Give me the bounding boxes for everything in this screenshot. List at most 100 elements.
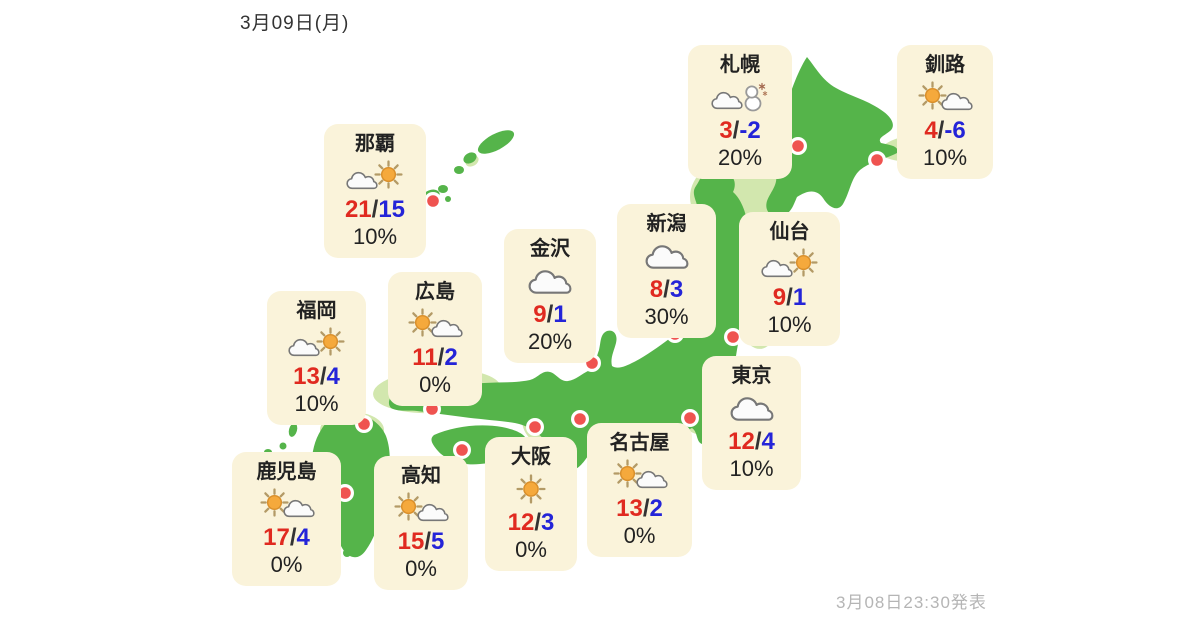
city-name: 広島 [415,281,455,303]
precipitation-probability: 0% [515,536,547,562]
city-marker-sendai [724,328,742,346]
city-name: 鹿児島 [256,461,317,483]
high-temp: 4 [924,117,938,144]
high-temp: 21 [344,196,372,223]
precipitation-probability: 10% [729,455,774,481]
precipitation-probability: 0% [270,551,303,577]
cloudy-then-sunny-icon [345,157,405,195]
cloudy-then-sunny-icon [760,245,820,283]
weather-card-naha: 那覇 21/15 10% [324,124,426,258]
temp-separator: / [319,363,327,390]
cloudy-then-sunny-icon [287,324,347,362]
weather-card-kagoshima: 鹿児島 17/4 0% [232,452,341,586]
temperature-range: 21/15 [345,196,405,224]
temperature-range: 9/1 [533,301,566,329]
high-temp: 12 [507,509,535,536]
temperature-range: 11/2 [412,344,457,372]
cloudy-icon [637,237,697,275]
city-name: 新潟 [646,213,687,235]
weather-card-kochi: 高知 15/5 0% [374,456,468,590]
low-temp: 4 [296,524,310,551]
weather-card-nagoya: 名古屋 13/2 0% [587,423,692,557]
temp-separator: / [371,196,379,223]
temp-separator: / [437,344,445,371]
weather-card-kanazawa: 金沢 9/1 20% [504,229,596,363]
city-marker-nagoya [571,410,589,428]
issued-time-label: 3月08日23:30発表 [836,593,987,612]
sunny-then-cloudy-icon [257,485,317,523]
temp-separator: / [786,284,793,311]
temperature-range: 3/-2 [719,117,760,145]
precipitation-probability: 0% [419,371,451,397]
city-name: 名古屋 [609,432,670,454]
temp-separator: / [732,117,740,144]
temperature-range: 17/4 [263,524,310,552]
temperature-range: 12/4 [728,428,775,456]
forecast-date-label: 3月09日(月) [240,13,350,34]
precipitation-probability: 10% [352,223,398,249]
low-temp: -2 [739,117,761,144]
low-temp: 15 [378,196,406,223]
low-temp: 4 [326,363,340,390]
sunny-then-cloudy-icon [391,489,451,527]
weather-card-hiroshima: 広島 11/2 0% [388,272,482,406]
low-temp: 3 [541,509,555,536]
city-marker-tokyo [681,409,699,427]
temp-separator: / [937,117,945,144]
precipitation-probability: 0% [405,555,437,581]
high-temp: 9 [772,284,787,311]
city-marker-naha [424,192,442,210]
hokkaido-island [766,57,898,217]
precipitation-probability: 20% [717,144,763,170]
temperature-range: 13/4 [293,363,340,391]
precipitation-probability: 20% [527,328,573,354]
low-temp: 3 [669,276,684,303]
sunny-then-cloudy-icon [915,78,975,116]
high-temp: 13 [293,363,320,390]
high-temp: 11 [412,344,438,371]
low-temp: 1 [792,284,807,311]
temp-separator: / [534,509,541,536]
weather-card-niigata: 新潟 8/3 30% [617,204,716,338]
precipitation-probability: 10% [294,390,339,416]
precipitation-probability: 10% [767,311,812,337]
temp-separator: / [546,301,554,328]
temp-separator: / [424,528,431,555]
temperature-range: 9/1 [773,284,806,312]
low-temp: 2 [649,495,663,522]
weather-card-fukuoka: 福岡 13/4 10% [267,291,366,425]
city-name: 高知 [401,465,441,487]
cloudy-icon [520,262,580,300]
low-temp: 5 [431,528,445,555]
city-name: 福岡 [296,300,337,322]
cloudy-icon [722,389,782,427]
city-name: 大阪 [511,446,551,468]
high-temp: 3 [719,117,733,144]
weather-card-tokyo: 東京 12/4 10% [702,356,801,490]
weather-card-osaka: 大阪 12/3 0% [485,437,577,571]
temperature-range: 15/5 [398,528,445,556]
precipitation-probability: 10% [922,144,968,170]
city-name: 那覇 [355,133,395,155]
weather-card-sapporo: 札幌 3/-2 20% [688,45,792,179]
high-temp: 15 [397,528,425,555]
temp-separator: / [754,428,762,455]
low-temp: 4 [761,428,775,455]
city-marker-osaka [526,418,544,436]
temperature-range: 12/3 [508,509,555,537]
high-temp: 9 [533,301,547,328]
temp-separator: / [642,495,650,522]
city-name: 東京 [731,365,772,387]
sunny-icon [501,470,561,508]
low-temp: 1 [553,301,567,328]
city-name: 釧路 [925,54,965,76]
city-marker-kushiro [868,151,886,169]
high-temp: 13 [616,495,643,522]
sunny-then-cloudy-icon [610,456,670,494]
cloudy-then-snow-icon [710,78,770,116]
city-name: 金沢 [530,238,570,260]
high-temp: 17 [263,524,290,551]
weather-card-sendai: 仙台 9/1 10% [739,212,840,346]
low-temp: -6 [944,117,966,144]
